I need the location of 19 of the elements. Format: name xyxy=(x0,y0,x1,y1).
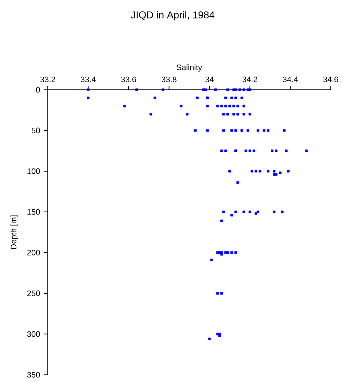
chart-title: JIQD in April, 1984 xyxy=(131,11,215,21)
x-axis-title: Salinity xyxy=(176,64,202,72)
y-tick-label: 150 xyxy=(28,209,40,215)
x-tick-label: 34.2 xyxy=(242,76,258,82)
x-tick-label: 33.8 xyxy=(162,76,177,82)
y-tick-label: 250 xyxy=(28,290,40,296)
y-tick-label: 50 xyxy=(32,128,40,134)
y-axis-title: Depth [m] xyxy=(10,216,18,250)
y-tick-label: 300 xyxy=(27,331,40,338)
y-tick-label: 100 xyxy=(28,168,40,174)
x-tick-label: 34.4 xyxy=(283,76,298,82)
x-tick-label: 34.6 xyxy=(324,76,338,82)
x-tick-label: 33.4 xyxy=(80,76,96,82)
y-tick-label: 0 xyxy=(36,87,40,93)
y-tick-label: 200 xyxy=(28,250,40,256)
x-tick-label: 33.6 xyxy=(121,76,136,82)
x-tick-label: 33.2 xyxy=(40,76,56,82)
y-tick-label: 350 xyxy=(27,372,40,378)
x-tick-label: 34 xyxy=(206,76,214,82)
